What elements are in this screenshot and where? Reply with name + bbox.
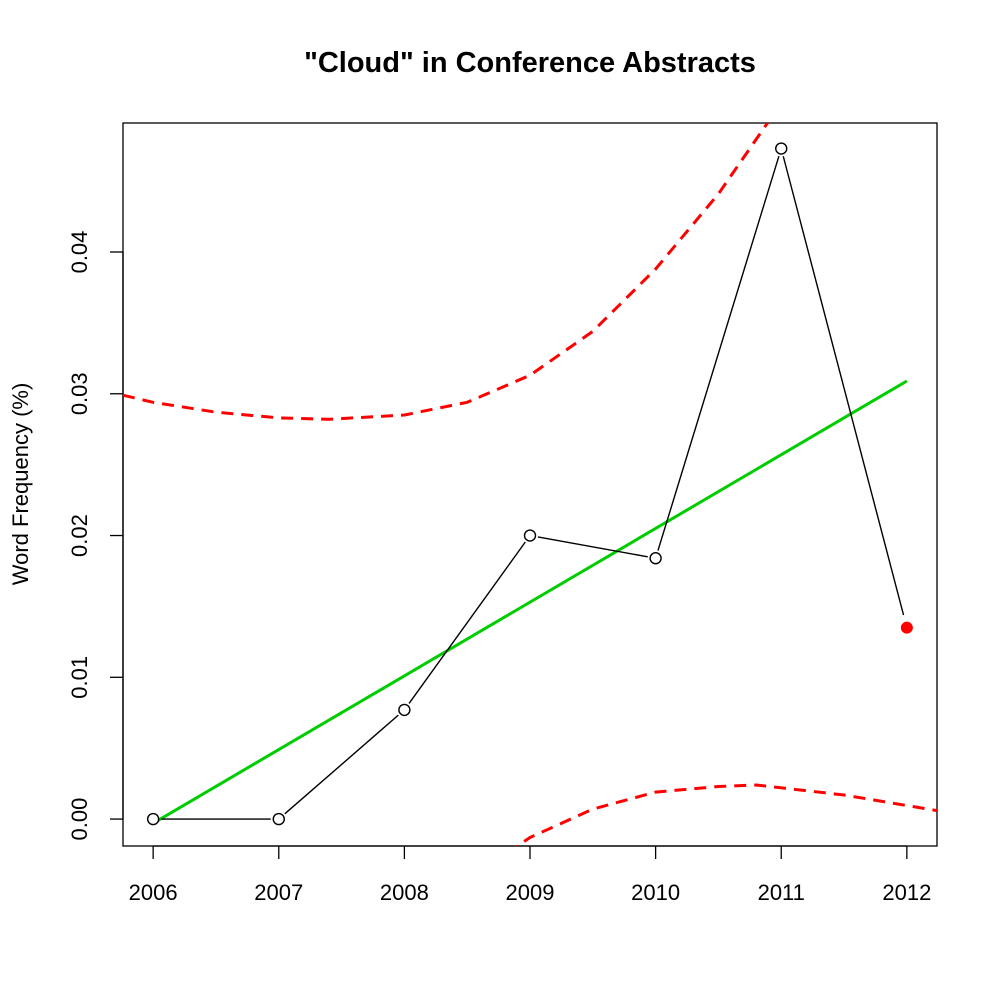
observed-line-segment [657,155,780,551]
x-tick-label: 2012 [882,880,931,905]
observed-point [398,703,411,717]
observed-point [523,529,537,542]
observed-line-segment [408,541,526,704]
trend-line [152,379,908,825]
plot-frame [122,122,938,847]
observed-point [272,812,285,826]
y-tick-label: 0.02 [67,514,92,557]
observed-line-segment [537,536,648,558]
series-layer [123,123,937,846]
x-tick-label: 2006 [129,880,178,905]
observed-point [146,812,160,826]
observed-point [775,142,788,155]
confidence-band-line [514,783,937,846]
x-axis: 2006 2007 2008 2009 2010 2011 2012 [129,845,931,905]
observed-point [649,552,662,565]
x-tick-label: 2009 [506,880,555,905]
chart-title: "Cloud" in Conference Abstracts [304,47,756,79]
y-axis: 0.00 0.01 0.02 0.03 0.04 [67,231,124,841]
y-tick-label: 0.04 [67,231,92,274]
y-tick-label: 0.01 [67,656,92,699]
confidence-band-line [123,123,770,421]
y-tick-label: 0.00 [67,798,92,841]
point-layer [146,142,913,826]
x-tick-label: 2010 [631,880,680,905]
current-year-point [900,621,913,634]
x-tick-label: 2011 [758,880,805,905]
y-axis-label: Word Frequency (%) [8,383,33,586]
x-tick-label: 2007 [254,880,303,905]
x-tick-label: 2008 [380,880,429,905]
y-tick-label: 0.03 [67,372,92,415]
observed-line-segment [284,714,399,815]
observed-line-segment [782,156,905,616]
